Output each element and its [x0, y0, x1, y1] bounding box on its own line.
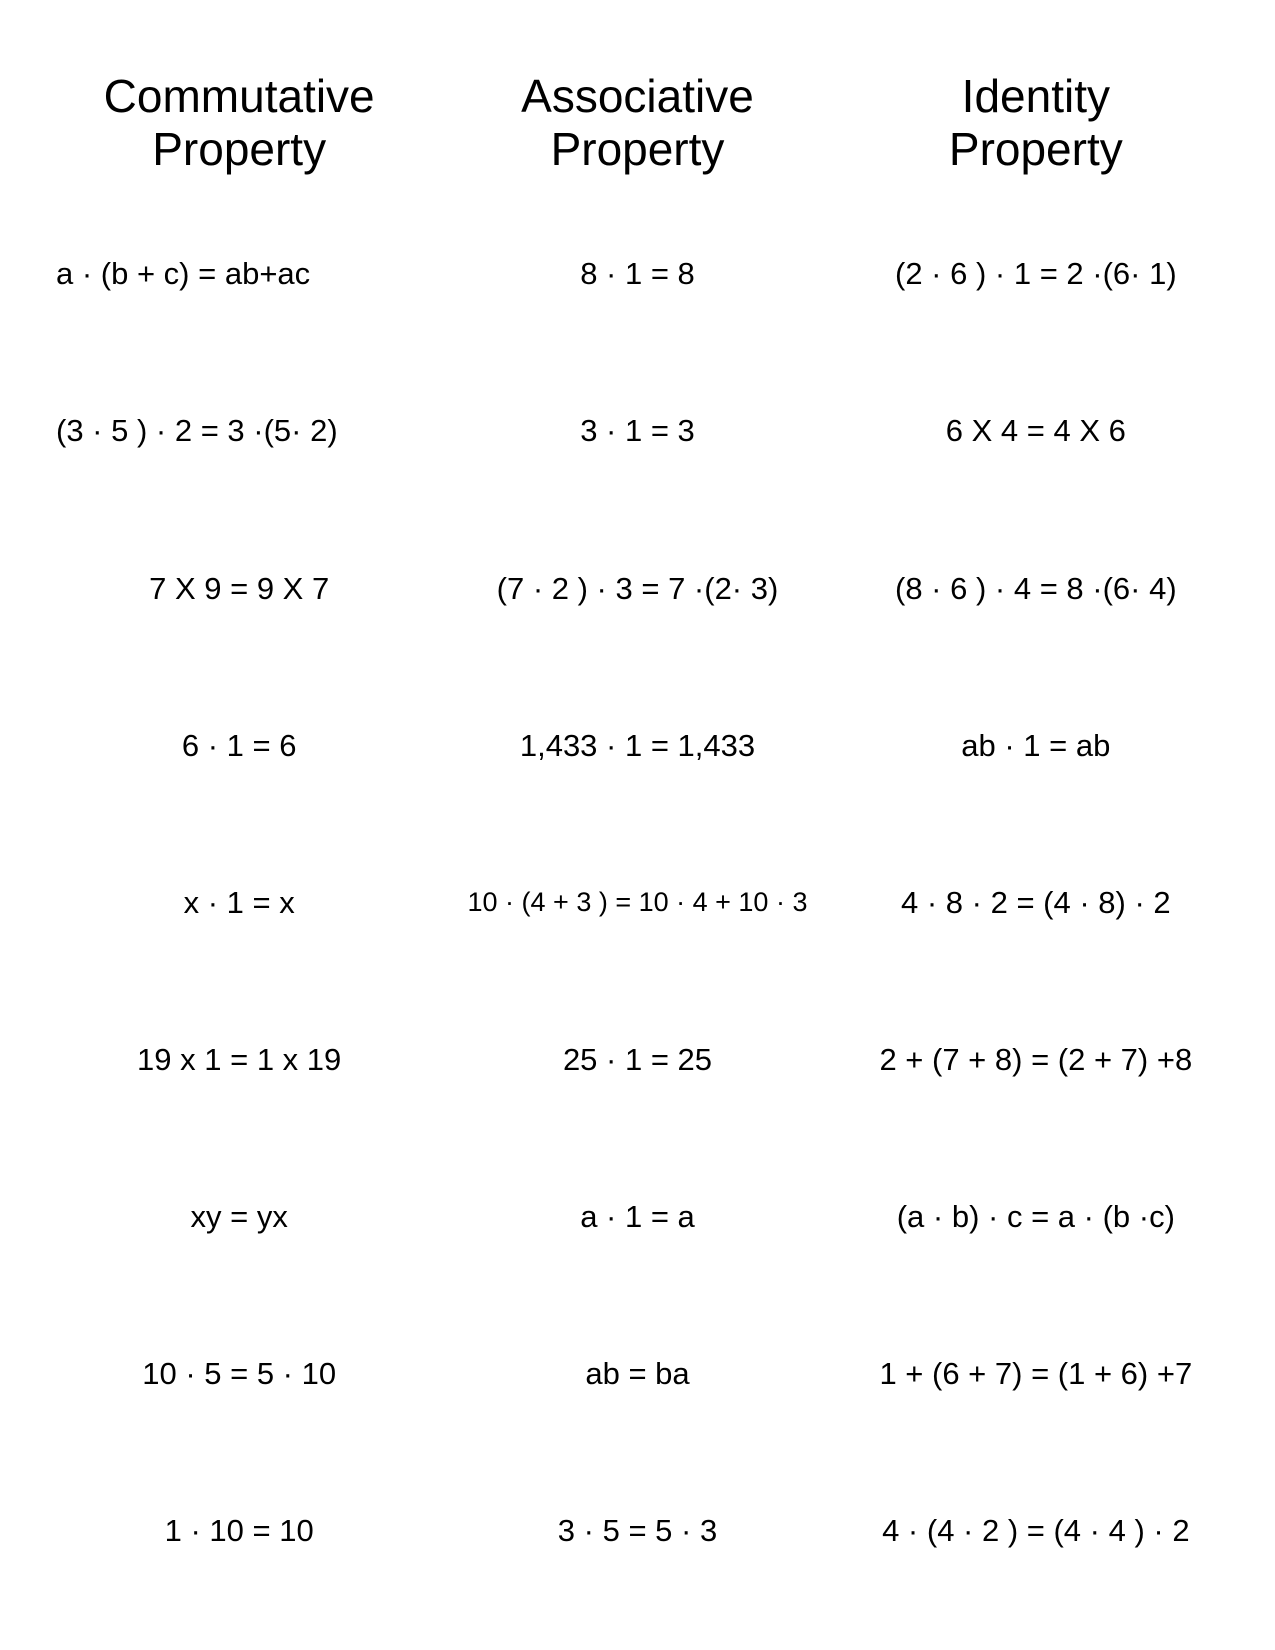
expression-cell: 4 · (4 · 2 ) = (4 · 4 ) · 2: [837, 1453, 1235, 1610]
expression-cell: (8 · 6 ) · 4 = 8 ·(6· 4): [837, 510, 1235, 667]
expression-cell: xy = yx: [40, 1139, 438, 1296]
expression-cell: (a · b) · c = a · (b ·c): [837, 1139, 1235, 1296]
expression-cell: 3 · 5 = 5 · 3: [438, 1453, 836, 1610]
column-header: Identity Property: [837, 70, 1235, 196]
expression-cell: 1,433 · 1 = 1,433: [438, 667, 836, 824]
column-header: Commutative Property: [40, 70, 438, 196]
column-header: Associative Property: [438, 70, 836, 196]
expression-cell: x · 1 = x: [40, 824, 438, 981]
expression-cell: 2 + (7 + 8) = (2 + 7) +8: [837, 981, 1235, 1138]
expression-cell: 8 · 1 = 8: [438, 196, 836, 353]
expression-cell: 7 X 9 = 9 X 7: [40, 510, 438, 667]
expression-cell: 10 · 5 = 5 · 10: [40, 1296, 438, 1453]
expression-cell: 25 · 1 = 25: [438, 981, 836, 1138]
expression-cell: 10 · (4 + 3 ) = 10 · 4 + 10 · 3: [438, 824, 836, 981]
expression-cell: 19 x 1 = 1 x 19: [40, 981, 438, 1138]
expression-cell: ab · 1 = ab: [837, 667, 1235, 824]
expression-cell: 3 · 1 = 3: [438, 353, 836, 510]
expression-cell: a · (b + c) = ab+ac: [40, 196, 438, 353]
worksheet-grid: Commutative Property Associative Propert…: [40, 70, 1235, 1610]
expression-cell: (3 · 5 ) · 2 = 3 ·(5· 2): [40, 353, 438, 510]
expression-cell: ab = ba: [438, 1296, 836, 1453]
expression-cell: 1 · 10 = 10: [40, 1453, 438, 1610]
expression-cell: 4 · 8 · 2 = (4 · 8) · 2: [837, 824, 1235, 981]
expression-cell: (7 · 2 ) · 3 = 7 ·(2· 3): [438, 510, 836, 667]
expression-cell: a · 1 = a: [438, 1139, 836, 1296]
expression-cell: 6 · 1 = 6: [40, 667, 438, 824]
expression-cell: (2 · 6 ) · 1 = 2 ·(6· 1): [837, 196, 1235, 353]
expression-cell: 6 X 4 = 4 X 6: [837, 353, 1235, 510]
expression-cell: 1 + (6 + 7) = (1 + 6) +7: [837, 1296, 1235, 1453]
